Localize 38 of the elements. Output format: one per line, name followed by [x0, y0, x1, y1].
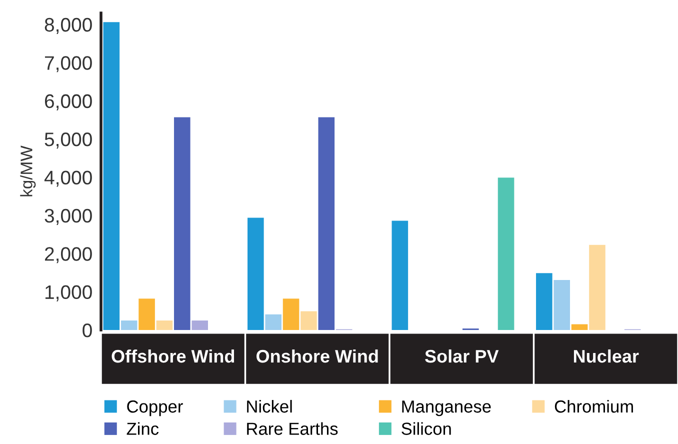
bar — [192, 320, 208, 330]
y-tick-label: 7,000 — [45, 56, 92, 72]
bar — [571, 324, 588, 330]
bar — [300, 311, 317, 330]
legend-label: Silicon — [402, 422, 451, 435]
y-axis-title: kg/MW — [20, 146, 36, 196]
bar — [265, 314, 282, 330]
bar — [120, 320, 138, 330]
y-tick-label: 1,000 — [45, 285, 92, 302]
x-tick-label: Solar PV — [425, 349, 499, 363]
bar — [156, 320, 173, 330]
x-tick-label: Onshore Wind — [256, 349, 378, 363]
y-tick-label: 3,000 — [44, 208, 92, 225]
legend-label: Rare Earths — [247, 422, 338, 435]
bar — [318, 117, 335, 330]
legend-label: Chromium — [554, 400, 633, 413]
legend-label: Zinc — [126, 422, 159, 435]
y-tick-label: 2,000 — [44, 247, 92, 264]
y-tick-label: 5,000 — [44, 132, 92, 149]
bar — [138, 298, 155, 330]
bar — [174, 117, 190, 330]
bar — [248, 218, 264, 330]
legend-label: Manganese — [402, 400, 491, 416]
y-tick-label: 8,000 — [44, 18, 92, 34]
legend-label: Nickel — [247, 400, 292, 413]
legend-label: Copper — [127, 400, 183, 416]
bar — [282, 298, 300, 330]
y-tick-label: 6,000 — [45, 94, 92, 110]
x-tick-label: Nuclear — [574, 349, 639, 363]
x-tick-label: Offshore Wind — [112, 349, 234, 363]
bar — [536, 273, 552, 330]
bar — [103, 22, 120, 330]
bar — [554, 280, 570, 330]
y-tick-label: 4,000 — [44, 170, 92, 187]
bar — [392, 220, 408, 330]
bar — [589, 244, 606, 330]
bar — [498, 178, 514, 330]
y-tick-label: 0 — [82, 323, 92, 338]
